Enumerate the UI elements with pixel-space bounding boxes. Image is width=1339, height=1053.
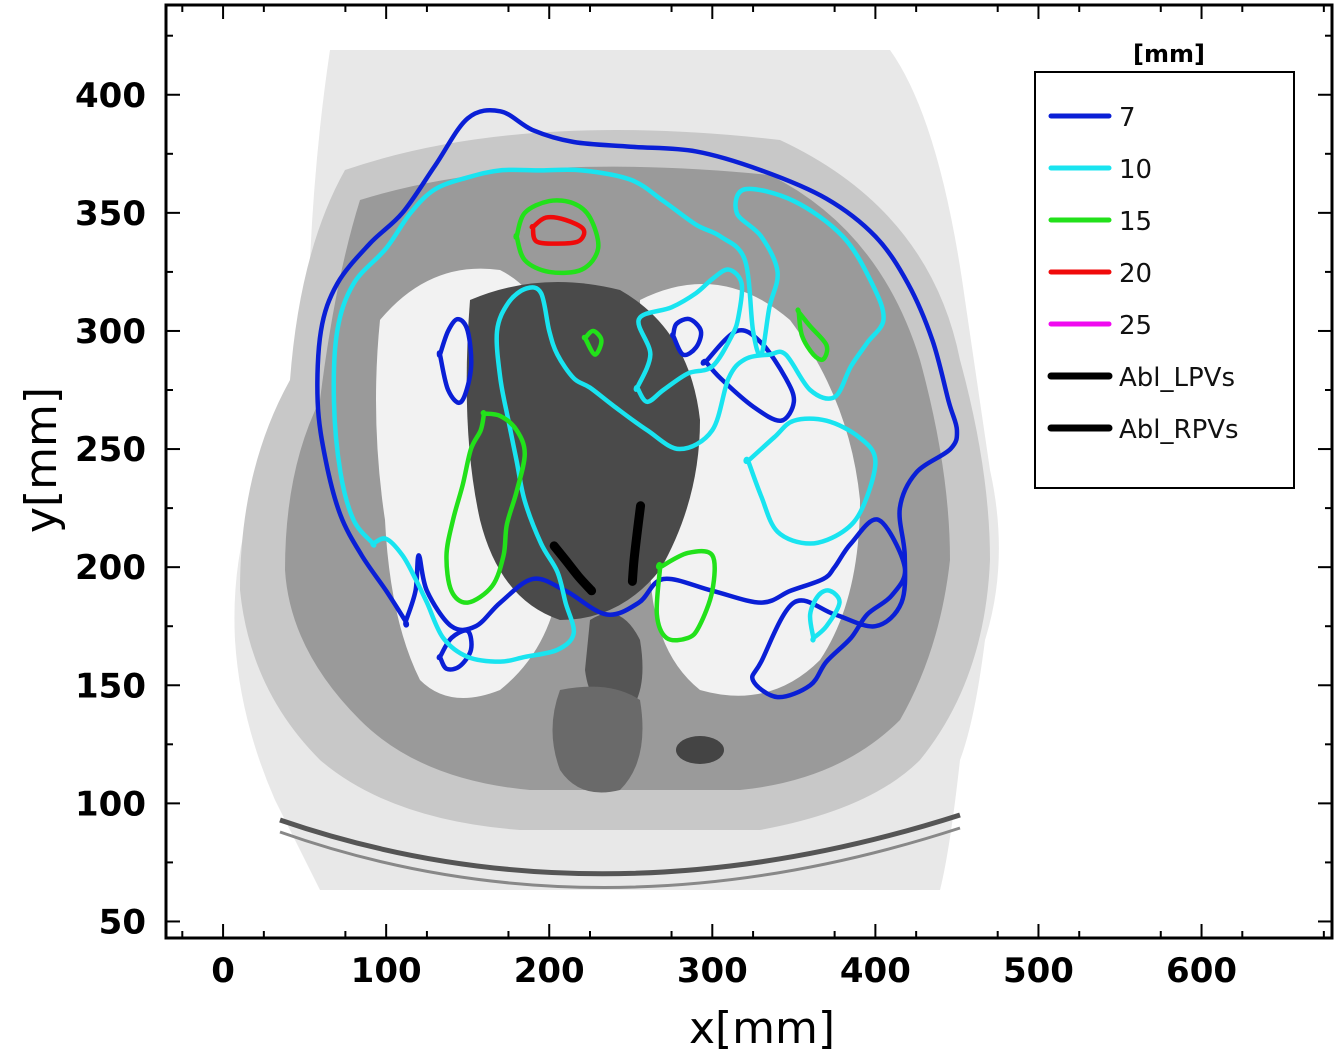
x-axis-label: x[mm] xyxy=(689,1003,835,1053)
contour-15mm xyxy=(654,548,717,643)
legend-title: [mm] xyxy=(1133,40,1205,68)
y-tick-label: 150 xyxy=(75,666,146,706)
x-tick-label: 100 xyxy=(351,951,422,991)
legend: [mm] 7 10 15 20 25 Abl_LPVs Abl_RPVs xyxy=(1034,40,1295,489)
plot-frame xyxy=(164,3,1334,940)
contour-10mm xyxy=(743,416,878,546)
x-tick-label: 300 xyxy=(677,951,748,991)
legend-items: 7 10 15 20 25 Abl_LPVs Abl_RPVs xyxy=(1047,103,1239,445)
contour-7mm xyxy=(436,316,474,405)
legend-label-15: 15 xyxy=(1119,207,1152,237)
y-tick-label: 250 xyxy=(75,430,146,470)
x-tick-label: 200 xyxy=(514,951,585,991)
x-ticks: 0 100 200 300 400 500 600 xyxy=(181,5,1325,991)
legend-label-7: 7 xyxy=(1119,103,1136,133)
x-tick-label: 0 xyxy=(211,951,235,991)
ablation-lines xyxy=(549,501,646,596)
contour-10mm xyxy=(807,588,842,643)
ablation-line-Abl_LPVs xyxy=(549,541,597,596)
legend-label-Abl_LPVs: Abl_LPVs xyxy=(1119,363,1235,393)
legend-label-25: 25 xyxy=(1119,311,1152,341)
contour-7mm xyxy=(315,108,960,700)
contour-10mm xyxy=(633,267,745,405)
y-tick-label: 400 xyxy=(75,76,146,116)
legend-label-20: 20 xyxy=(1119,259,1152,289)
contour-20mm xyxy=(529,214,587,246)
legend-label-10: 10 xyxy=(1119,155,1152,185)
contour-10mm xyxy=(331,167,886,664)
contour-15mm xyxy=(581,328,604,357)
y-ticks: 50 100 150 200 250 300 350 400 xyxy=(75,34,1332,942)
ablation-line-Abl_RPVs xyxy=(627,501,646,586)
contour-7mm xyxy=(670,316,704,358)
axes: 0 100 200 300 400 500 600 50 100 150 200 250 300 350… xyxy=(16,3,1334,1053)
contour-15mm xyxy=(795,307,830,363)
y-tick-label: 100 xyxy=(75,784,146,824)
y-tick-label: 300 xyxy=(75,312,146,352)
legend-label-Abl_RPVs: Abl_RPVs xyxy=(1119,415,1239,445)
contour-7mm xyxy=(436,628,474,672)
legend-box xyxy=(1034,71,1295,489)
x-tick-label: 600 xyxy=(1166,951,1237,991)
y-axis-label: y[mm] xyxy=(16,387,67,533)
y-tick-label: 50 xyxy=(99,902,146,942)
y-tick-label: 350 xyxy=(75,194,146,234)
x-tick-label: 400 xyxy=(840,951,911,991)
ct-background-image xyxy=(234,50,999,890)
x-tick-label: 500 xyxy=(1003,951,1074,991)
contour-lines xyxy=(315,108,960,700)
contour-15mm xyxy=(444,410,528,605)
y-tick-label: 200 xyxy=(75,548,146,588)
contour-15mm xyxy=(513,198,601,276)
